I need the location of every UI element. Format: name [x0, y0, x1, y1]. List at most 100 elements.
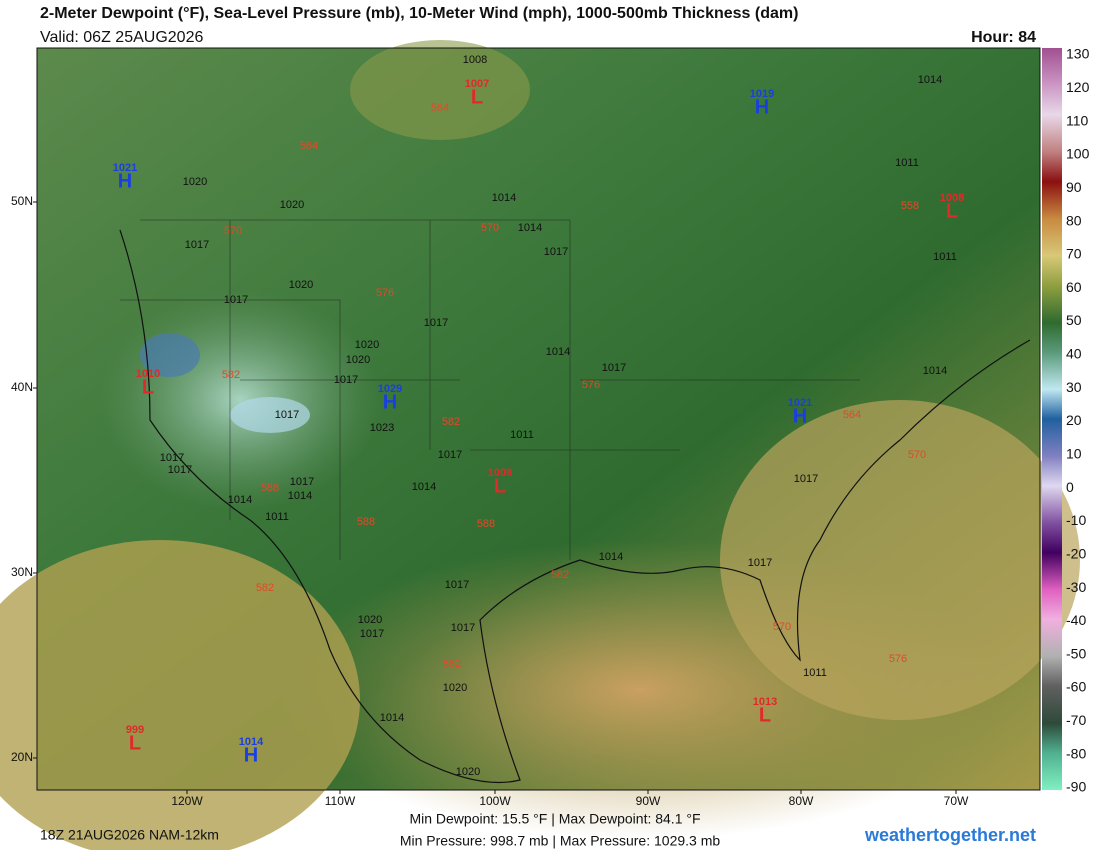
pressure-center-letter: L [142, 376, 154, 398]
isobar-label: 1011 [265, 511, 289, 523]
site-name[interactable]: weathertogether.net [864, 825, 1036, 845]
thickness-label: 564 [431, 102, 449, 114]
isobar-label: 1020 [355, 339, 379, 351]
colorbar-label: 40 [1066, 346, 1082, 362]
thickness-label: 576 [582, 379, 600, 391]
thickness-label: 564 [300, 140, 318, 152]
isobar-label: 1014 [288, 490, 312, 502]
model-run: 18Z 21AUG2026 NAM-12km [40, 827, 219, 843]
isobar-label: 1020 [183, 176, 207, 188]
colorbar-label: -70 [1066, 712, 1086, 728]
colorbar-label: 80 [1066, 212, 1082, 228]
isobar-label: 1014 [546, 346, 570, 358]
colorbar-label: -50 [1066, 645, 1086, 661]
longitude-label: 90W [636, 794, 661, 808]
isobar-label: 1017 [160, 452, 184, 464]
pressure-center-value: 999 [126, 724, 144, 736]
pressure-center-value: 1021 [113, 162, 137, 174]
latitude-label: 40N [11, 380, 33, 394]
isobar-label: 1017 [602, 362, 626, 374]
thickness-label: 582 [442, 416, 460, 428]
isobar-label: 1017 [445, 579, 469, 591]
longitude-label: 100W [479, 794, 511, 808]
thickness-label: 588 [261, 482, 279, 494]
pressure-center-letter: L [759, 704, 771, 726]
colorbar-label: -40 [1066, 612, 1086, 628]
isobar-label: 1017 [451, 622, 475, 634]
colorbar-label: 110 [1066, 112, 1089, 128]
isobar-label: 1017 [748, 557, 772, 569]
pressure-center-letter: H [793, 405, 807, 427]
colorbar-label: 90 [1066, 179, 1082, 195]
isobar-label: 1017 [544, 246, 568, 258]
isobar-label: 1020 [443, 682, 467, 694]
colorbar-label: 60 [1066, 279, 1082, 295]
isobar-label: 1011 [803, 667, 827, 679]
pressure-center-value: 1008 [940, 192, 964, 204]
map-frame [36, 47, 1041, 791]
pressure-center-value: 1010 [136, 368, 160, 380]
longitude-label: 70W [944, 794, 969, 808]
isobar-label: 1017 [224, 294, 248, 306]
colorbar-label: 50 [1066, 312, 1082, 328]
latitude-label: 20N [11, 750, 33, 764]
latitude-label: 50N [11, 194, 33, 208]
colorbar-label: 30 [1066, 379, 1082, 395]
thickness-label: 582 [256, 582, 274, 594]
pressure-center-value: 1029 [378, 383, 402, 395]
thickness-label: 570 [773, 621, 791, 633]
colorbar-label: -90 [1066, 779, 1086, 795]
pressure-center-value: 1007 [465, 78, 489, 90]
isobar-label: 1017 [438, 449, 462, 461]
isobar-label: 1020 [346, 354, 370, 366]
thickness-label: 588 [477, 518, 495, 530]
isobar-label: 1023 [370, 422, 394, 434]
colorbar-label: 10 [1066, 446, 1082, 462]
thickness-label: 558 [901, 200, 919, 212]
isobar-label: 1014 [412, 481, 436, 493]
thickness-label: 570 [481, 222, 499, 234]
colorbar-label: 20 [1066, 412, 1082, 428]
colorbar-label: 120 [1066, 79, 1090, 95]
isobar-label: 1017 [185, 239, 209, 251]
isobar-label: 1014 [228, 494, 252, 506]
isobar-label: 1017 [275, 409, 299, 421]
pressure-center-value: 1013 [753, 696, 777, 708]
isobar-label: 1014 [492, 192, 516, 204]
pressure-center-value: 1008 [488, 467, 512, 479]
valid-time: Valid: 06Z 25AUG2026 [40, 29, 203, 46]
pressure-center-letter: H [118, 170, 132, 192]
colorbar-label: 100 [1066, 146, 1090, 162]
isobar-label: 1014 [380, 712, 404, 724]
colorbar-label: 70 [1066, 246, 1082, 262]
isobar-label: 1011 [510, 429, 534, 441]
colorbar-label: -10 [1066, 512, 1086, 528]
pressure-center-letter: L [471, 86, 483, 108]
isobar-label: 1014 [918, 74, 942, 86]
colorbar-label: -20 [1066, 545, 1086, 561]
isobar-label: 1020 [358, 614, 382, 626]
pressure-center-letter: H [244, 744, 258, 766]
latitude-label: 30N [11, 565, 33, 579]
thickness-label: 576 [376, 287, 394, 299]
isobar-label: 1011 [933, 251, 957, 263]
colorbar [1042, 48, 1062, 790]
isobar-label: 1017 [168, 464, 192, 476]
isobar-label: 1020 [289, 279, 313, 291]
isobar-label: 1017 [290, 476, 314, 488]
longitude-label: 80W [789, 794, 814, 808]
isobar-label: 1017 [334, 374, 358, 386]
thickness-label: 570 [908, 449, 926, 461]
pressure-range: Min Pressure: 998.7 mb | Max Pressure: 1… [400, 833, 721, 849]
longitude-label: 110W [325, 794, 356, 808]
thickness-label: 588 [357, 516, 375, 528]
forecast-hour: Hour: 84 [971, 29, 1036, 46]
thickness-label: 582 [222, 369, 240, 381]
colorbar-label: 0 [1066, 479, 1074, 495]
isobar-label: 1014 [599, 551, 623, 563]
pressure-center-letter: H [755, 96, 769, 118]
pressure-center-letter: H [383, 391, 397, 413]
thickness-label: 564 [843, 409, 861, 421]
isobar-label: 1020 [456, 766, 480, 778]
